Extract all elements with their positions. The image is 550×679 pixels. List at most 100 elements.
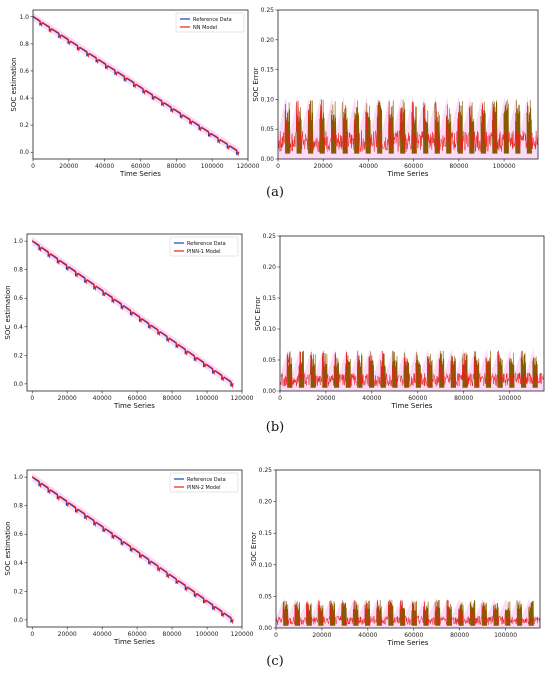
- y-tick-label: 0.0: [13, 617, 23, 624]
- y-axis-label: SOC Error: [250, 532, 258, 566]
- y-tick-label: 0.2: [13, 588, 23, 595]
- error-burst: [480, 101, 486, 154]
- panel-2: 0 20000 40000 60000 80000 100000 1200000.00.20…: [4, 233, 545, 435]
- legend-box: [175, 12, 245, 33]
- x-tick-label: 80000: [454, 395, 473, 402]
- x-tick-label: 80000: [163, 395, 182, 402]
- panel-label: (b): [266, 420, 284, 435]
- legend-model-label: NN Model: [193, 25, 217, 31]
- error-burst: [473, 350, 480, 388]
- error-burst: [306, 603, 312, 626]
- panel-1: 0 20000 40000 60000 80000 100000 1200000.00.20…: [10, 7, 539, 200]
- soc-error-line: [275, 599, 541, 626]
- error-burst: [434, 103, 440, 154]
- error-axes-box: [279, 235, 545, 392]
- error-burst: [286, 351, 293, 388]
- x-tick-label: 80000: [450, 632, 469, 639]
- x-tick-label: 80000: [163, 631, 182, 638]
- x-tick-label: 0: [276, 163, 280, 170]
- error-burst: [509, 352, 515, 388]
- legend-reference-label: Reference Data: [187, 477, 226, 483]
- error-burst: [528, 600, 534, 626]
- y-tick-label: 0.4: [13, 560, 23, 567]
- x-axis-label: Time Series: [113, 638, 155, 646]
- x-tick-label: 120000: [231, 631, 254, 638]
- error-burst: [307, 100, 314, 154]
- y-tick-label: 0.25: [261, 7, 275, 14]
- model-line: [31, 476, 234, 625]
- y-tick-label: 0.8: [13, 503, 23, 510]
- x-axis-label: Time Series: [387, 639, 429, 647]
- error-burst: [422, 102, 429, 154]
- x-tick-label: 40000: [95, 163, 114, 170]
- x-tick-label: 120000: [231, 395, 254, 402]
- y-tick-label: 0.4: [19, 95, 29, 102]
- panel-label: (a): [266, 185, 284, 200]
- y-tick-label: 0.25: [263, 233, 277, 240]
- x-tick-label: 20000: [312, 632, 331, 639]
- error-burst: [492, 100, 498, 154]
- y-tick-label: 0.05: [261, 126, 275, 133]
- soc-axes-box: [26, 469, 243, 628]
- error-burst: [399, 601, 406, 626]
- model-line: [32, 15, 240, 157]
- y-tick-label: 1.0: [13, 474, 23, 481]
- y-tick-label: 0.2: [19, 122, 29, 129]
- error-burst: [296, 104, 302, 154]
- x-axis-label: Time Series: [119, 170, 161, 178]
- y-tick-label: 0.8: [19, 41, 29, 48]
- x-tick-label: 40000: [359, 163, 378, 170]
- y-axis-label: SOC Error: [252, 67, 260, 101]
- x-tick-label: 100000: [498, 395, 521, 402]
- error-chart-3: 0 20000 40000 60000 80000 100000 0.00 0.05 0.10 0…: [250, 467, 541, 647]
- x-tick-label: 60000: [131, 163, 150, 170]
- soc-error-line: [279, 350, 545, 388]
- y-tick-label: 0.00: [263, 388, 277, 395]
- panel-3: 0 20000 40000 60000 80000 100000 1200000.00.20…: [4, 467, 541, 669]
- x-tick-label: 20000: [58, 395, 77, 402]
- error-burst: [318, 601, 324, 626]
- x-tick-label: 20000: [316, 395, 335, 402]
- x-tick-label: 100000: [494, 632, 517, 639]
- y-tick-label: 0.4: [13, 324, 23, 331]
- x-tick-label: 100000: [196, 395, 219, 402]
- y-tick-label: 0.15: [259, 530, 273, 537]
- soc-chart-2: 0 20000 40000 60000 80000 100000 120000 0.0 0.2 0…: [4, 233, 254, 410]
- y-tick-label: 0.25: [259, 467, 273, 474]
- error-burst: [329, 600, 336, 626]
- x-tick-label: 0: [30, 395, 34, 402]
- y-tick-label: 0.20: [261, 37, 275, 44]
- x-tick-label: 80000: [449, 163, 468, 170]
- y-tick-label: 0.00: [261, 156, 275, 163]
- error-burst: [380, 352, 386, 388]
- error-burst: [376, 100, 383, 154]
- y-tick-label: 0.0: [19, 149, 29, 156]
- error-burst: [357, 353, 363, 388]
- error-burst: [341, 600, 347, 626]
- error-burst: [376, 599, 382, 626]
- legend-box: [169, 472, 239, 493]
- error-burst: [388, 599, 394, 626]
- y-tick-label: 0.10: [263, 326, 277, 333]
- error-burst: [520, 350, 527, 388]
- soc-axes-box: [26, 233, 243, 392]
- y-tick-label: 0.10: [259, 562, 273, 569]
- error-burst: [403, 352, 410, 388]
- error-burst: [434, 599, 441, 626]
- error-axes-box: [277, 9, 539, 160]
- y-tick-label: 0.05: [263, 357, 277, 364]
- legend-reference-label: Reference Data: [193, 17, 232, 23]
- y-tick-label: 1.0: [19, 14, 29, 21]
- error-burst: [345, 351, 351, 388]
- error-chart-1: 0 20000 40000 60000 80000 100000 0.00 0.05 0.10 0…: [252, 7, 539, 178]
- y-tick-label: 0.15: [263, 295, 277, 302]
- error-burst: [532, 356, 538, 388]
- error-burst: [458, 601, 464, 626]
- error-burst: [282, 600, 289, 626]
- error-burst: [330, 101, 337, 154]
- legend-model-label: PINN-1 Model: [187, 249, 221, 255]
- y-axis-label: SOC estimation: [4, 521, 12, 575]
- x-tick-label: 80000: [167, 163, 186, 170]
- error-burst: [353, 600, 359, 626]
